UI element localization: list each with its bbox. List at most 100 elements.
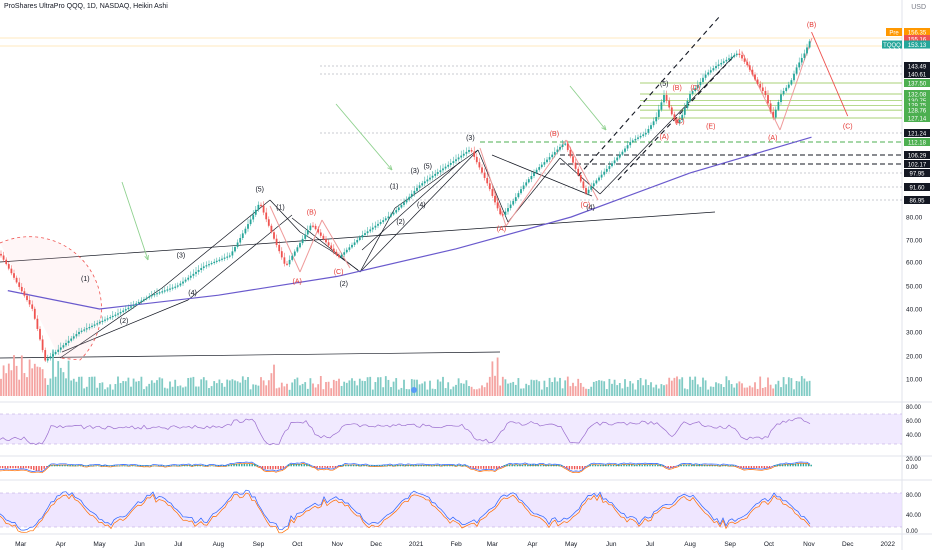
macd-histogram-bar (261, 466, 264, 469)
candle-body (777, 102, 780, 110)
macd-histogram-bar (59, 465, 61, 467)
volume-bar (426, 389, 429, 396)
wave-label: (A) (768, 135, 777, 142)
volume-bar (130, 386, 132, 396)
volume-bar (418, 384, 421, 396)
price-tick-label: 10.00 (906, 377, 923, 384)
candle-body (213, 261, 216, 264)
macd-histogram-bar (178, 465, 181, 467)
wave-label: (B) (807, 22, 816, 29)
candle-body (78, 331, 80, 335)
macd-histogram-bar (345, 464, 347, 467)
volume-bar (434, 389, 437, 396)
macd-histogram-bar (25, 466, 27, 469)
volume-bar (317, 384, 320, 396)
macd-histogram-bar (534, 464, 537, 467)
price-label-box (904, 90, 930, 98)
candle-body (184, 279, 187, 282)
candle-body (546, 159, 548, 163)
macd-histogram-bar (69, 465, 71, 467)
volume-bar (741, 383, 743, 396)
candle-body (150, 294, 153, 297)
candle-body (423, 181, 426, 184)
price-label-box (904, 70, 930, 78)
macd-histogram-bar (144, 465, 147, 467)
candle-body (44, 350, 47, 361)
candle-body (527, 179, 530, 183)
wave-label: (2) (339, 281, 348, 288)
wave-label: (A) (660, 134, 669, 141)
macd-histogram-bar (664, 466, 667, 467)
candle-body (288, 259, 291, 265)
volume-bar (249, 389, 252, 396)
macd-histogram-bar (173, 465, 175, 467)
macd-histogram-bar (540, 464, 542, 467)
macd-histogram-bar (391, 465, 394, 467)
macd-histogram-bar (324, 466, 326, 468)
candle-body (244, 228, 247, 234)
time-tick-label: Jun (606, 541, 617, 548)
volume-bar (234, 380, 236, 396)
macd-histogram-bar (316, 466, 318, 468)
macd-histogram-bar (77, 465, 79, 467)
volume-bar (769, 384, 772, 396)
trend-line (0, 351, 501, 359)
macd-histogram-bar (495, 466, 498, 469)
macd-histogram-bar (243, 463, 246, 467)
correction-line (321, 219, 351, 269)
volume-bar (499, 385, 502, 396)
volume-bar (91, 376, 93, 396)
volume-bar (135, 381, 138, 396)
macd-histogram-bar (404, 464, 407, 467)
macd-histogram-bar (638, 464, 641, 467)
macd-histogram-bar (683, 464, 685, 467)
volume-bar (351, 378, 353, 396)
macd-histogram-bar (14, 466, 17, 469)
macd-histogram-bar (563, 466, 565, 467)
candle-body (798, 62, 801, 68)
candle-body (361, 234, 364, 238)
volume-bar (683, 388, 686, 396)
macd-histogram-bar (787, 464, 789, 467)
macd-histogram-bar (724, 465, 727, 467)
volume-bar (122, 381, 125, 396)
volume-bar (403, 379, 405, 396)
volume-bar (262, 380, 265, 396)
volume-bar (660, 384, 663, 396)
candle-body (743, 58, 746, 62)
candle-body (353, 242, 356, 245)
macd-histogram-bar (228, 464, 230, 467)
macd-histogram-bar (35, 466, 38, 471)
volume-bar (392, 381, 395, 396)
macd-histogram-bar (464, 465, 467, 467)
candle-body (410, 193, 413, 197)
volume-bar (96, 387, 99, 396)
arrow-line (335, 103, 393, 171)
macd-histogram-bar (657, 464, 659, 467)
volume-bar (379, 377, 382, 396)
macd-histogram-bar (501, 466, 503, 467)
volume-bar (62, 372, 65, 396)
macd-histogram-bar (360, 464, 363, 467)
candle-body (730, 56, 733, 59)
candle-body (239, 237, 242, 243)
candle-body (444, 166, 447, 169)
candle-body (340, 254, 343, 258)
candle-body (496, 202, 499, 209)
candle-body (109, 317, 112, 319)
candle-body (403, 202, 405, 205)
candle-body (525, 182, 528, 186)
candle-body (291, 255, 294, 260)
volume-bar (728, 380, 730, 396)
time-axis: Mar Apr May Jun Jul Aug Sep Oct Nov Dec 2021 Feb Mar… (15, 541, 895, 548)
volume-bar (210, 386, 213, 396)
candle-body (741, 54, 743, 59)
wave-label: (1) (81, 276, 90, 283)
candle-body (260, 204, 262, 207)
volume-bar (127, 377, 130, 396)
macd-histogram-bar (412, 464, 415, 467)
macd-histogram-bar (64, 465, 66, 467)
volume-bar (304, 382, 307, 396)
macd-histogram-bar (46, 466, 48, 468)
